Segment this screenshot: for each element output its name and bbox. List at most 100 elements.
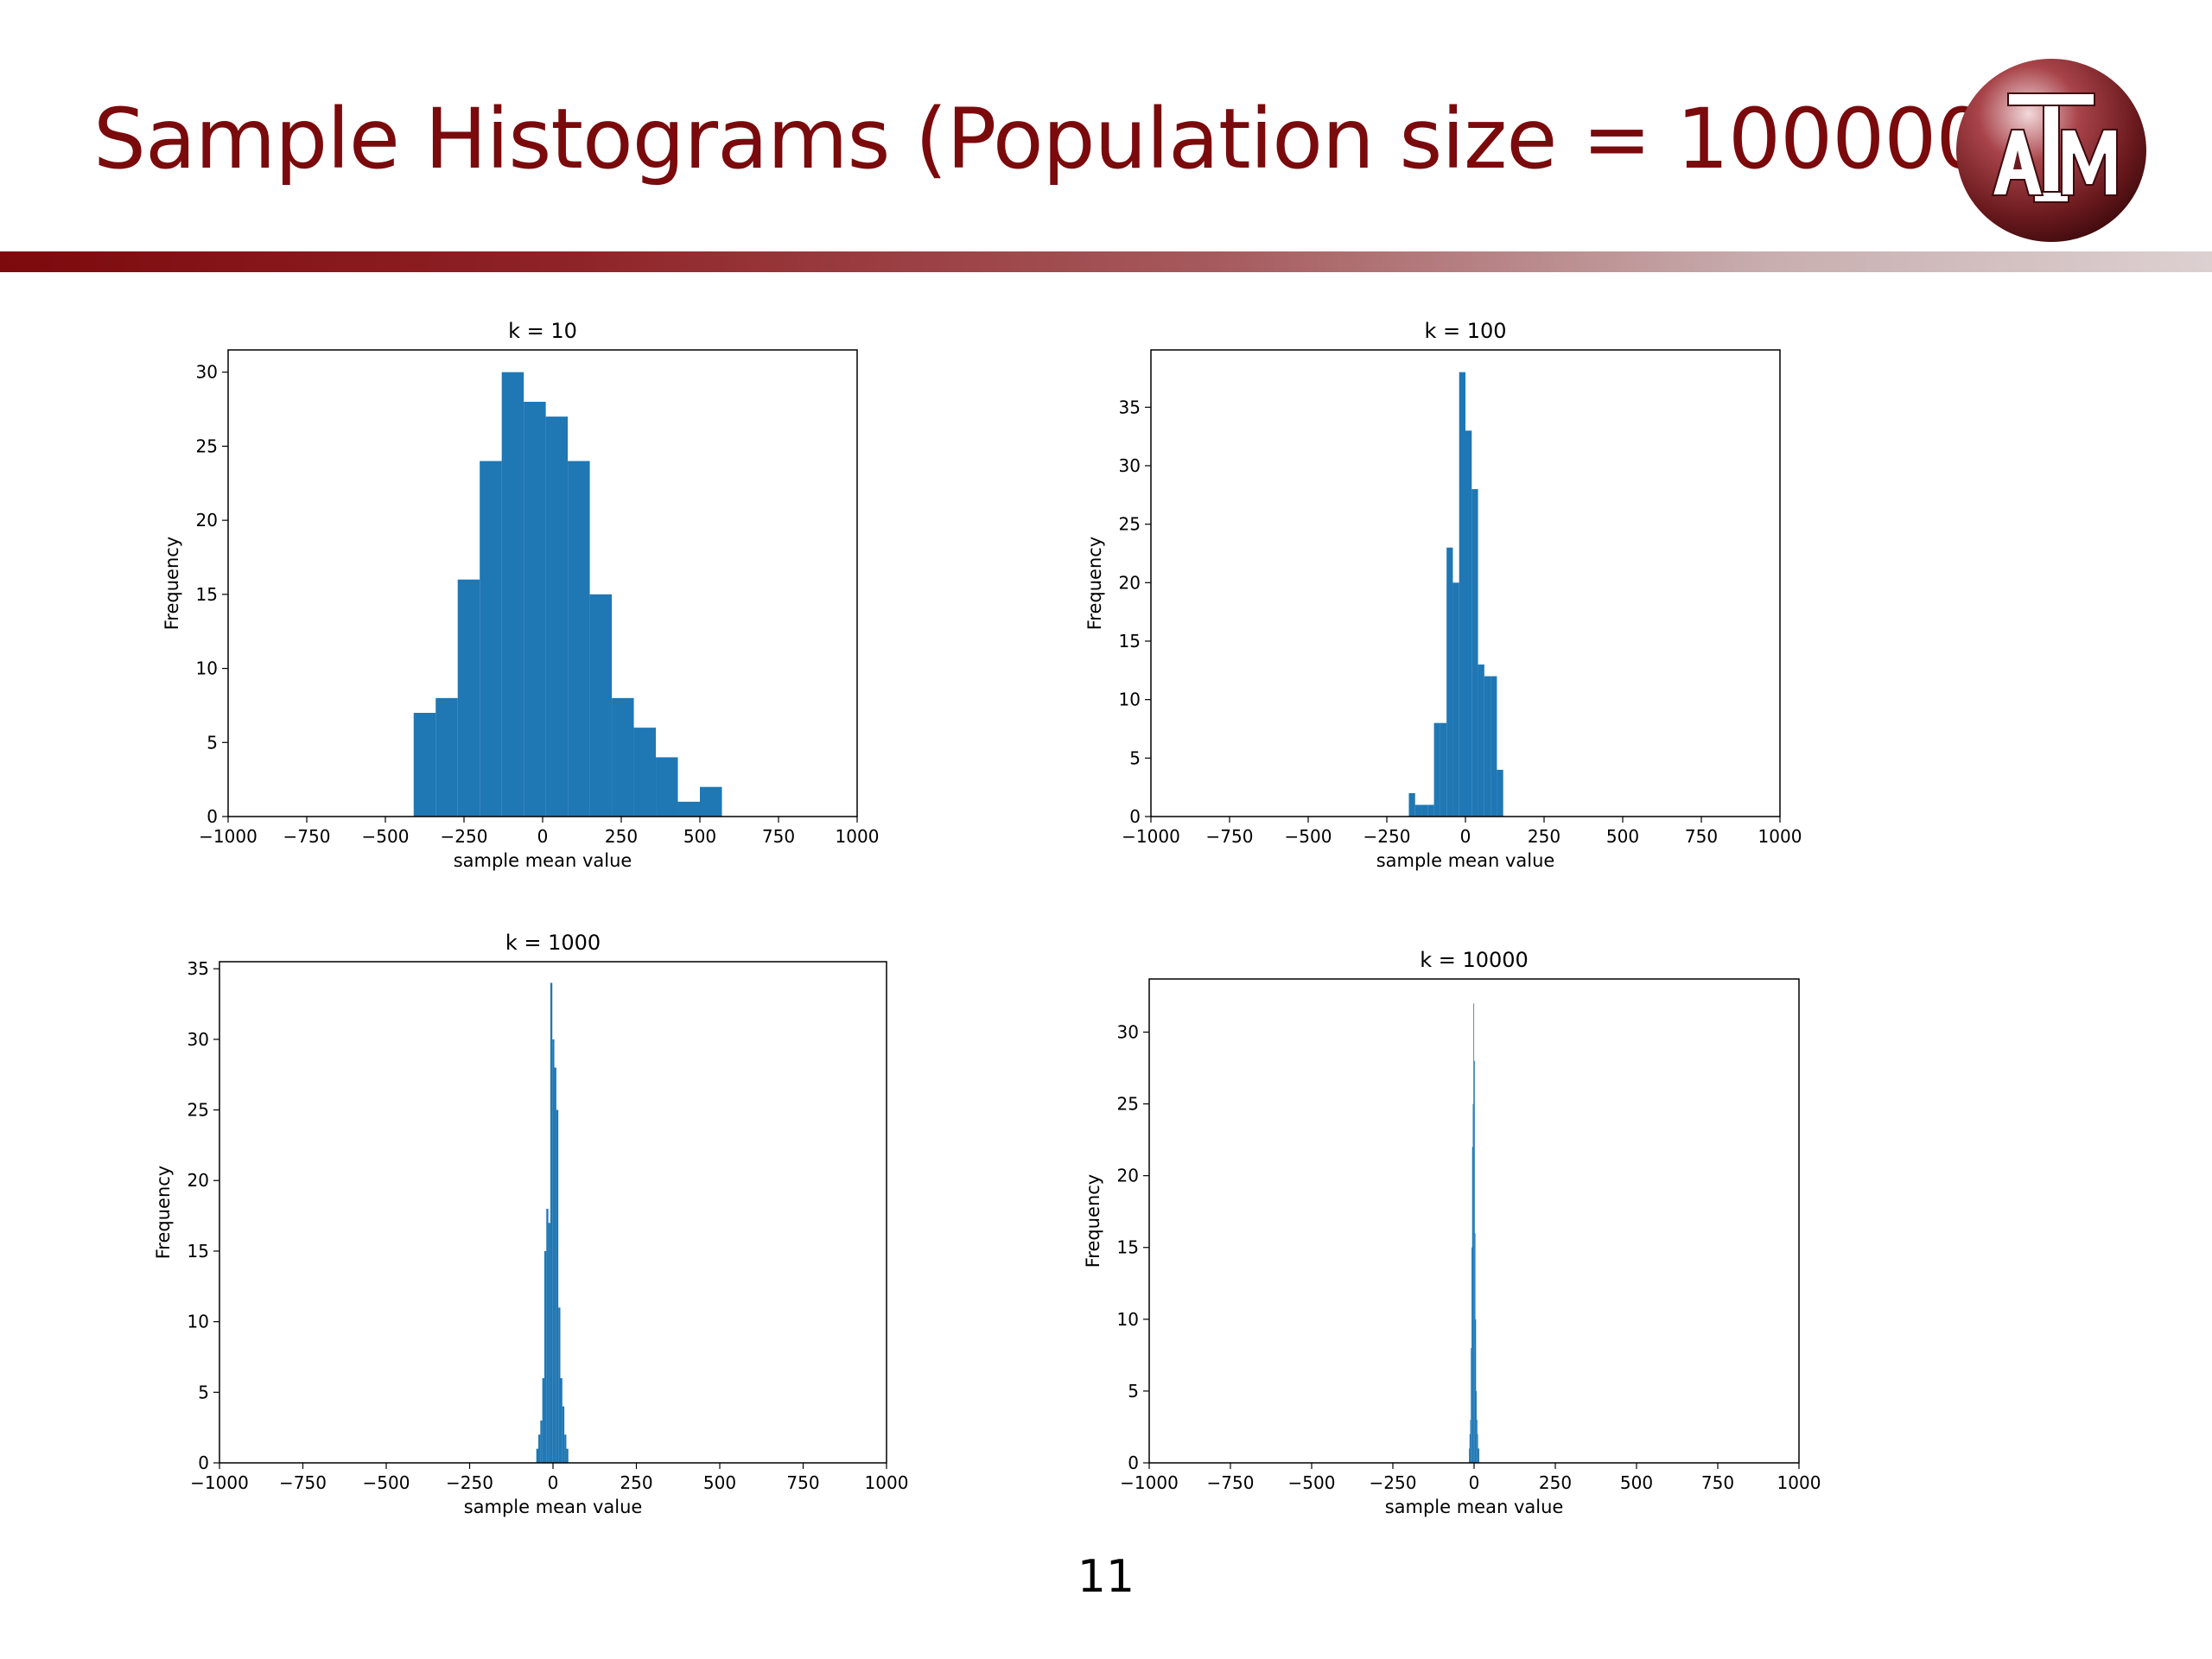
histogram-bar (1477, 1420, 1478, 1463)
x-tick-label: 750 (786, 1472, 819, 1493)
y-axis-label: Frequency (1083, 1174, 1103, 1268)
histogram-bar (700, 786, 722, 817)
x-tick-label: −500 (1288, 1472, 1336, 1493)
x-tick-label: −250 (1370, 1472, 1417, 1493)
y-tick-label: 15 (1117, 1237, 1139, 1258)
x-tick-label: 500 (683, 826, 716, 847)
histogram-bar (435, 697, 458, 817)
histogram-bar (1478, 1448, 1479, 1463)
histogram-bar (562, 1406, 565, 1463)
histogram-k1000-svg: k = 1000 −1000 −750 −500 −250 0 250 500 750 1000 0… (153, 931, 909, 1517)
histogram-bar (543, 1250, 547, 1463)
histogram-bar (1491, 676, 1497, 817)
x-tick-label: 500 (703, 1472, 736, 1493)
y-tick-label: 25 (1117, 1094, 1139, 1115)
histogram-bar (564, 1434, 567, 1463)
histogram-bar (1474, 1060, 1475, 1463)
x-tick-label: −750 (279, 1472, 327, 1493)
y-tick-label: 25 (188, 1100, 209, 1121)
x-tick-label: 750 (1701, 1472, 1734, 1493)
x-axis-label: sample mean value (1385, 1497, 1564, 1517)
y-tick-label: 10 (196, 658, 218, 679)
histogram-bar (552, 1039, 555, 1463)
histogram-bar (1475, 1319, 1477, 1463)
y-axis-label: Frequency (1084, 537, 1105, 631)
y-tick-label: 30 (196, 362, 218, 383)
y-tick-label: 35 (1119, 397, 1141, 417)
histogram-bar (556, 1109, 559, 1463)
histogram-bar (536, 1448, 539, 1463)
x-tick-label: 500 (1620, 1472, 1653, 1493)
histogram-k10000-svg: k = 10000−1000 −750 −500 −250 0 250 500 750 1000… (1083, 948, 1821, 1517)
chart-title: k = 100 (1424, 319, 1506, 343)
y-tick-label: 0 (198, 1452, 209, 1473)
histogram-k100-svg: k = 100 −1000 −750 −500 −250 0 250 500 750 1000 0 5… (1084, 319, 1802, 871)
histogram-k10-svg: k = 10 −1000 −750 −500 −250 0 250 500 750 1000 0 5 1… (162, 319, 880, 871)
histogram-bar (1478, 664, 1484, 817)
histogram-bar (1465, 430, 1472, 817)
x-tick-label: 0 (1460, 826, 1471, 847)
y-tick-label: 10 (1117, 1309, 1139, 1330)
y-tick-label: 5 (1128, 1381, 1139, 1402)
x-axis-label: sample mean value (464, 1497, 643, 1517)
y-tick-label: 15 (188, 1241, 209, 1262)
y-tick-label: 25 (196, 435, 218, 456)
x-tick-label: −750 (1207, 1472, 1255, 1493)
histogram-bar (1440, 722, 1447, 817)
x-tick-label: 1000 (865, 1472, 909, 1493)
histogram-bar (413, 713, 436, 817)
histogram-bar (1471, 1247, 1472, 1463)
histogram-bar (554, 1067, 556, 1463)
x-tick-label: 500 (1606, 826, 1639, 847)
x-tick-label: 0 (548, 1472, 559, 1493)
x-tick-label: −250 (446, 1472, 493, 1493)
y-axis-label: Frequency (153, 1166, 174, 1260)
histogram-bar (558, 1307, 561, 1463)
histogram-bar (1473, 1003, 1475, 1463)
histogram-bar (568, 461, 590, 817)
histogram-bar (1476, 1390, 1478, 1463)
y-tick-label: 0 (207, 806, 218, 827)
histogram-bar (1427, 804, 1434, 817)
y-tick-label: 30 (1119, 455, 1141, 476)
histogram-bar (546, 1208, 549, 1463)
histogram-bar (1471, 489, 1478, 817)
x-tick-label: −500 (362, 826, 410, 847)
histogram-bar (1470, 1420, 1471, 1463)
histogram-bar (1474, 1233, 1476, 1463)
y-axis-label: Frequency (162, 537, 182, 631)
x-tick-label: 750 (1685, 826, 1718, 847)
histogram-bar (656, 757, 678, 817)
histogram-bar (1433, 722, 1440, 817)
x-tick-label: 1000 (836, 826, 880, 847)
histogram-k1000: k = 1000 −1000 −750 −500 −250 0 250 500 750 1000 0… (147, 922, 925, 1527)
y-tick-label: 0 (1128, 1452, 1139, 1473)
x-tick-label: −1000 (190, 1472, 249, 1493)
x-axis-label: sample mean value (1376, 850, 1555, 871)
x-tick-label: −250 (1363, 826, 1411, 847)
histogram-bar (1452, 582, 1459, 817)
y-tick-label: 5 (1129, 747, 1141, 768)
x-tick-label: −250 (441, 826, 488, 847)
x-tick-label: 0 (1469, 1472, 1480, 1493)
histogram-k10000: k = 10000 −1000 −750 −500 −250 0 250 500 750 1000… (1077, 939, 1837, 1527)
y-tick-label: 20 (196, 510, 218, 531)
histogram-bar (545, 416, 569, 817)
histogram-bar (1408, 792, 1415, 817)
histogram-bar (589, 594, 613, 817)
histogram-bar (1459, 372, 1465, 817)
histogram-bar (501, 372, 524, 817)
y-tick-label: 10 (188, 1312, 209, 1332)
x-tick-label: −750 (1206, 826, 1254, 847)
y-tick-label: 25 (1119, 514, 1141, 535)
histogram-bar (1421, 804, 1428, 817)
tamu-logo (1955, 57, 2148, 244)
chart-title: k = 1000 (505, 931, 601, 955)
histogram-bar (1468, 1448, 1470, 1463)
x-tick-label: −1000 (1122, 826, 1180, 847)
y-tick-label: 5 (207, 732, 218, 753)
chart-title: k = 10000 (1420, 948, 1529, 972)
x-tick-label: 250 (1528, 826, 1560, 847)
page-number: 11 (1077, 1551, 1135, 1603)
x-tick-label: −500 (363, 1472, 410, 1493)
